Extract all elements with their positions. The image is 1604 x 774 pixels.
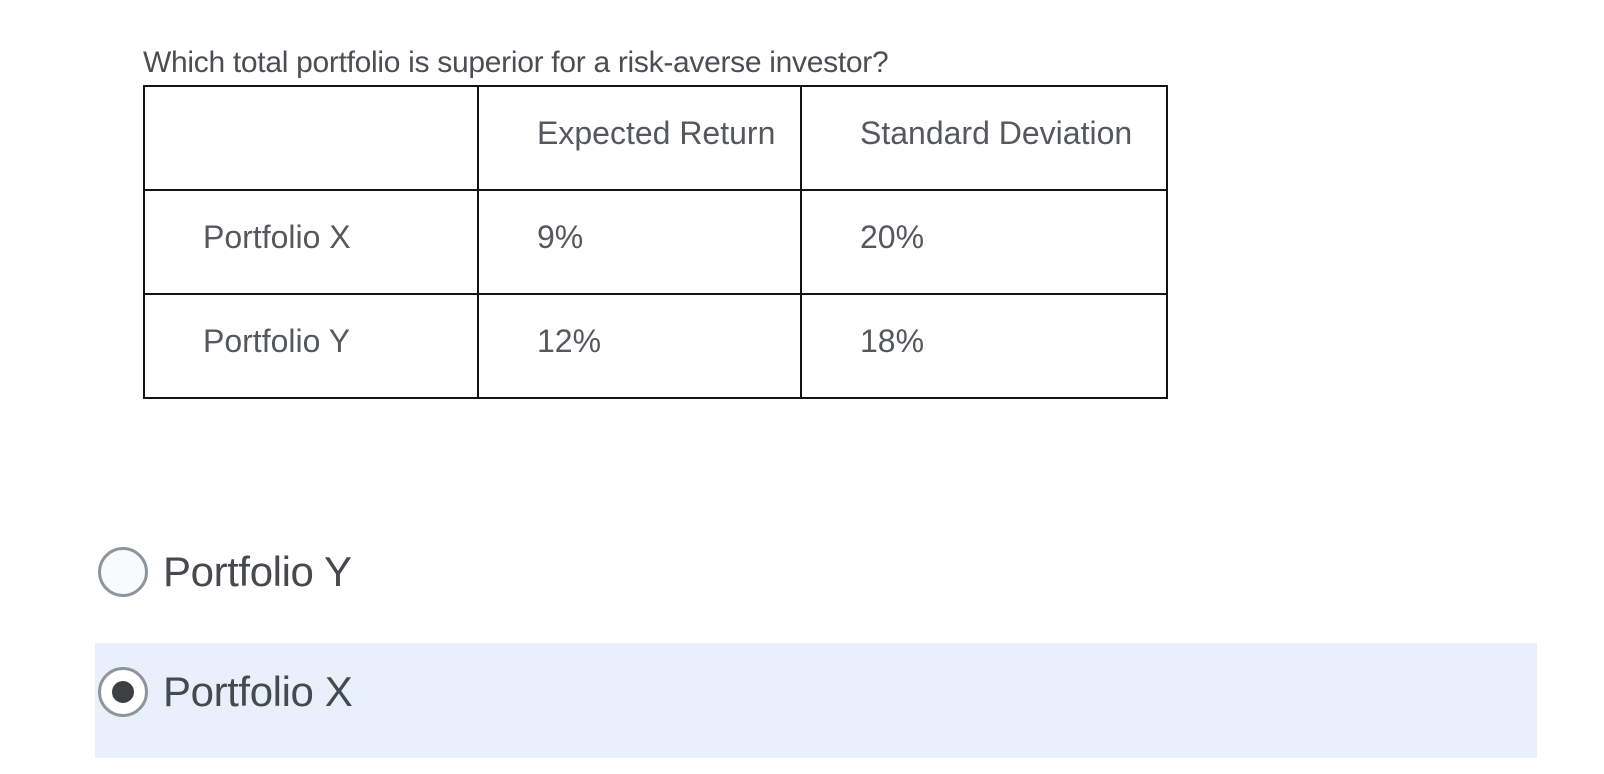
table-header-expected-return: Expected Return (477, 85, 802, 191)
table-corner-cell (143, 85, 479, 191)
answer-option-portfolio-y[interactable]: Portfolio Y (95, 546, 352, 598)
standard-deviation-value: 20% (800, 189, 1168, 295)
radio-dot-icon (112, 681, 134, 703)
question-text: Which total portfolio is superior for a … (143, 46, 889, 79)
table-header-row: Expected Return Standard Deviation (143, 85, 1168, 191)
table-header-standard-deviation: Standard Deviation (800, 85, 1168, 191)
portfolio-comparison-table: Expected Return Standard Deviation Portf… (143, 85, 1168, 399)
radio-button-icon[interactable] (98, 667, 148, 717)
row-label: Portfolio X (143, 189, 479, 295)
standard-deviation-value: 18% (800, 293, 1168, 399)
expected-return-value: 12% (477, 293, 802, 399)
expected-return-value: 9% (477, 189, 802, 295)
row-label: Portfolio Y (143, 293, 479, 399)
table-row-portfolio-x: Portfolio X 9% 20% (143, 189, 1168, 295)
radio-button-icon[interactable] (98, 547, 148, 597)
option-label: Portfolio Y (163, 548, 352, 595)
table-row-portfolio-y: Portfolio Y 12% 18% (143, 293, 1168, 399)
option-label: Portfolio X (163, 668, 353, 715)
answer-option-portfolio-x[interactable]: Portfolio X (95, 643, 1537, 758)
